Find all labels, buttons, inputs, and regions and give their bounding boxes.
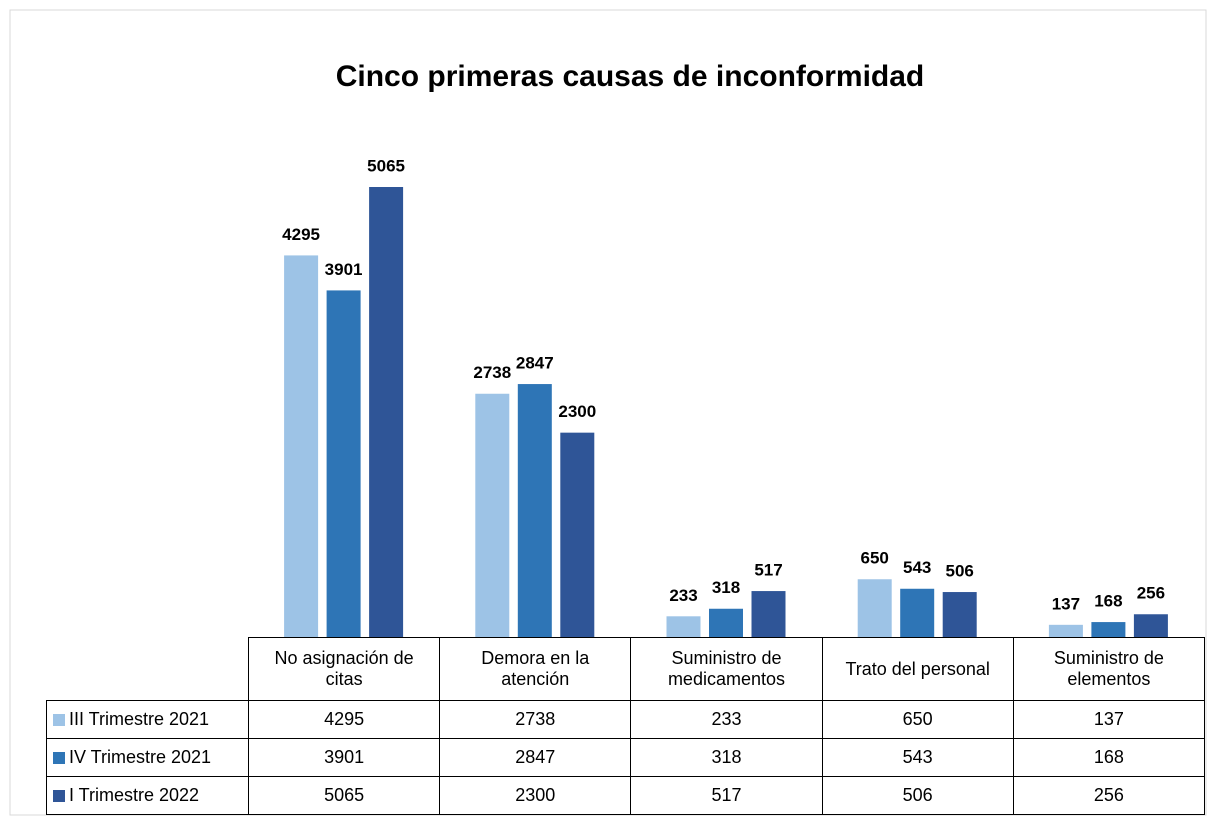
legend-swatch xyxy=(53,790,65,802)
category-label: No asignación de citas xyxy=(247,637,441,701)
chart-title: Cinco primeras causas de inconformidad xyxy=(336,60,925,93)
table-value: 650 xyxy=(821,700,1014,739)
data-label: 506 xyxy=(946,562,974,581)
table-corner xyxy=(47,638,249,701)
data-label: 168 xyxy=(1094,592,1122,611)
legend-cell: I Trimestre 2022 xyxy=(46,776,249,815)
bar xyxy=(666,616,701,637)
bar xyxy=(326,290,361,637)
table-row: IV Trimestre 2021 3901 2847 318 543 168 xyxy=(46,738,1205,777)
data-label: 2738 xyxy=(473,363,511,382)
data-label: 543 xyxy=(903,558,931,577)
category-label: Suministro de elementos xyxy=(1012,637,1205,701)
bar xyxy=(1133,614,1168,637)
category-label: Trato del personal xyxy=(821,637,1014,701)
data-label: 2300 xyxy=(558,402,596,421)
bar xyxy=(857,579,892,637)
table-value: 137 xyxy=(1012,700,1205,739)
table-header-row: No asignación de citas Demora en la atenc… xyxy=(47,637,1205,701)
data-label: 2847 xyxy=(516,354,554,373)
table-value: 256 xyxy=(1012,776,1205,815)
table-value: 2847 xyxy=(439,738,632,777)
category-label: Demora en la atención xyxy=(439,637,632,701)
table-value: 168 xyxy=(1012,738,1205,777)
bar xyxy=(1048,624,1083,637)
data-label: 517 xyxy=(754,561,782,580)
legend-swatch xyxy=(53,714,65,726)
category-label: Suministro de medicamentos xyxy=(630,637,823,701)
table-value: 2300 xyxy=(439,776,632,815)
legend-cell: IV Trimestre 2021 xyxy=(46,738,249,777)
data-label: 650 xyxy=(861,549,889,568)
legend-swatch xyxy=(53,752,65,764)
table-value: 2738 xyxy=(439,700,632,739)
table-value: 506 xyxy=(821,776,1014,815)
data-label: 318 xyxy=(712,578,740,597)
table-value: 5065 xyxy=(247,776,441,815)
table-value: 318 xyxy=(630,738,823,777)
data-label: 4295 xyxy=(282,225,320,244)
bar xyxy=(942,592,977,637)
data-table: No asignación de citas Demora en la atenc… xyxy=(46,637,1205,815)
legend-label: I Trimestre 2022 xyxy=(69,785,200,805)
data-label: 256 xyxy=(1137,584,1165,603)
table-row: III Trimestre 2021 4295 2738 233 650 137 xyxy=(46,700,1205,739)
table-value: 543 xyxy=(821,738,1014,777)
bar xyxy=(560,432,595,637)
legend-label: III Trimestre 2021 xyxy=(69,709,210,729)
data-label: 3901 xyxy=(325,260,363,279)
table-value: 233 xyxy=(630,700,823,739)
data-label: 5065 xyxy=(367,156,405,175)
table-row: I Trimestre 2022 5065 2300 517 506 256 xyxy=(46,776,1205,815)
data-label: 233 xyxy=(669,586,697,605)
table-value: 517 xyxy=(630,776,823,815)
bar xyxy=(709,608,743,637)
bar xyxy=(517,384,552,637)
chart-border xyxy=(9,9,1207,816)
legend-cell: III Trimestre 2021 xyxy=(46,700,249,739)
bar xyxy=(900,588,935,637)
table-value: 3901 xyxy=(247,738,441,777)
bar xyxy=(1091,622,1126,637)
bar xyxy=(751,591,786,637)
table-value: 4295 xyxy=(247,700,441,739)
data-label: 137 xyxy=(1052,594,1080,613)
bar xyxy=(284,255,319,638)
bar xyxy=(475,393,510,637)
legend-label: IV Trimestre 2021 xyxy=(69,747,212,767)
bar xyxy=(369,187,404,637)
